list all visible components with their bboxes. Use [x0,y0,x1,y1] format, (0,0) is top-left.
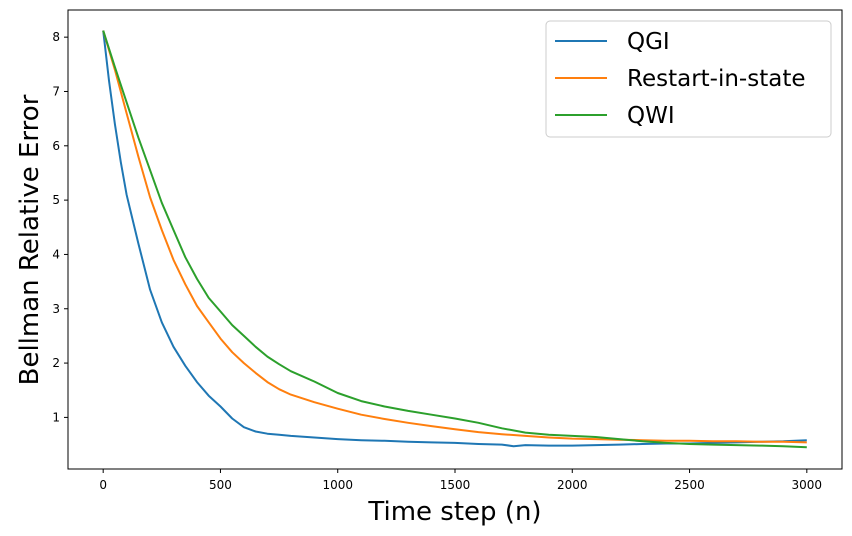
legend-box [545,20,832,138]
series-line-2 [102,30,807,444]
x-tick-label: 1000 [322,478,353,492]
legend-label: QGI [627,29,670,55]
x-tick-label: 1500 [440,478,471,492]
y-axis-title: Bellman Relative Error [15,94,45,385]
y-tick-label: 6 [52,139,60,153]
x-tick-label: 2500 [674,478,705,492]
x-tick-label: 3000 [792,478,823,492]
y-tick-label: 5 [52,193,60,207]
series-layer [102,30,807,449]
y-tick-label: 8 [52,30,60,44]
y-tick-label: 3 [52,302,60,316]
y-tick-label: 2 [52,356,60,370]
legend-label: Restart-in-state [627,66,806,92]
y-tick-label: 7 [52,84,60,98]
y-axis: 1 2 3 4 5 6 7 8 [52,30,68,424]
x-tick-label: 0 [99,478,107,492]
x-axis: 0 500 1000 1500 2000 2500 3000 [99,469,822,492]
series-line-1 [102,30,807,448]
y-tick-label: 4 [52,247,60,261]
legend-label: QWI [627,103,675,129]
y-tick-label: 1 [52,410,60,424]
legend: QGI Restart-in-state QWI [545,20,832,138]
series-line-3 [102,30,807,449]
x-axis-title: Time step (n) [367,497,541,527]
x-tick-label: 2000 [557,478,588,492]
x-tick-label: 500 [209,478,232,492]
